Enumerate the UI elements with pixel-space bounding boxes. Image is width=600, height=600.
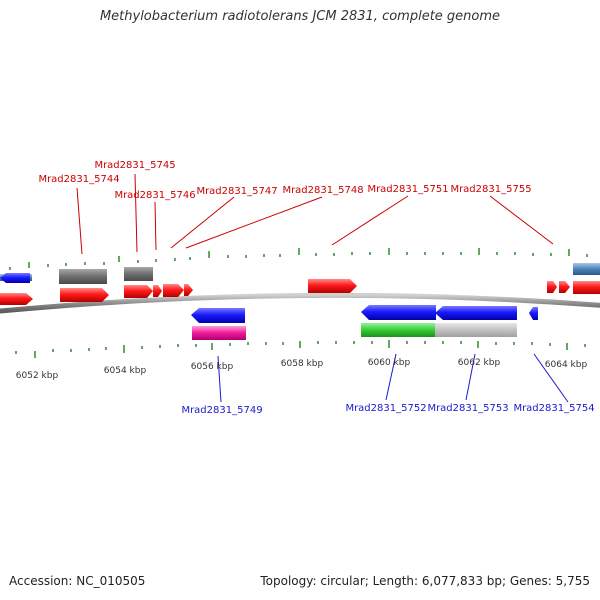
gene-feature[interactable]	[559, 281, 570, 293]
kbp-label: 6058 kbp	[281, 359, 324, 369]
kbp-label: 6062 kbp	[458, 358, 501, 368]
gene-feature[interactable]	[124, 285, 153, 298]
reverse-gene-labels: Mrad2831_5749 Mrad2831_5752 Mrad2831_575…	[181, 403, 594, 416]
kbp-label: 6060 kbp	[368, 358, 411, 368]
kbp-label: 6064 kbp	[545, 360, 588, 370]
gene-label[interactable]: Mrad2831_5751	[367, 184, 448, 195]
gene-label[interactable]: Mrad2831_5747	[196, 186, 277, 197]
gene-feature[interactable]	[163, 284, 184, 297]
gene-feature[interactable]	[435, 323, 517, 337]
gene-label[interactable]: Mrad2831_5749	[181, 405, 262, 416]
gene-feature[interactable]	[361, 305, 436, 320]
kbp-label: 6054 kbp	[104, 366, 147, 376]
genome-summary-label: Topology: circular; Length: 6,077,833 bp…	[260, 574, 590, 588]
gene-feature[interactable]	[0, 273, 30, 283]
gene-feature[interactable]	[529, 307, 538, 320]
gene-label[interactable]: Mrad2831_5752	[345, 403, 426, 414]
gene-feature[interactable]	[573, 263, 600, 275]
kbp-scale-labels: 6052 kbp 6054 kbp 6056 kbp 6058 kbp 6060…	[16, 358, 588, 381]
gene-feature[interactable]	[192, 326, 246, 340]
gene-feature[interactable]	[0, 293, 33, 305]
gene-label[interactable]: Mrad2831_5748	[282, 185, 363, 196]
gene-label[interactable]: Mrad2831_5744	[38, 174, 119, 185]
genome-title: Methylobacterium radiotolerans JCM 2831,…	[99, 9, 501, 24]
gene-feature[interactable]	[124, 267, 153, 281]
forward-gene-labels: Mrad2831_5744 Mrad2831_5745 Mrad2831_574…	[38, 160, 531, 201]
gene-label[interactable]: Mrad2831_5755	[450, 184, 531, 195]
gene-feature[interactable]	[361, 323, 436, 337]
gene-feature[interactable]	[547, 281, 557, 293]
gene-label[interactable]: Mrad2831_5745	[94, 160, 175, 171]
gene-feature[interactable]	[184, 284, 193, 296]
gene-feature[interactable]	[59, 269, 107, 284]
gene-label[interactable]: Mrad2831_5746	[114, 190, 195, 201]
gene-label[interactable]: Mrad2831_5753	[427, 403, 508, 414]
forward-leader-lines	[76, 173, 554, 255]
tick-row-reverse	[15, 340, 586, 358]
gene-label[interactable]: Mrad2831_5754	[513, 403, 594, 414]
gene-feature[interactable]	[153, 285, 162, 297]
gene-feature[interactable]	[308, 279, 357, 293]
genome-backbone	[0, 292, 600, 314]
reverse-genes	[0, 273, 538, 340]
reverse-leader-lines	[217, 353, 569, 403]
kbp-label: 6052 kbp	[16, 371, 59, 381]
gene-feature[interactable]	[60, 288, 109, 302]
gene-feature[interactable]	[573, 281, 600, 294]
tick-row-forward	[9, 248, 588, 270]
gene-feature[interactable]	[191, 308, 245, 323]
kbp-label: 6056 kbp	[191, 362, 234, 372]
accession-label: Accession: NC_010505	[9, 574, 146, 588]
gene-feature[interactable]	[435, 306, 517, 320]
